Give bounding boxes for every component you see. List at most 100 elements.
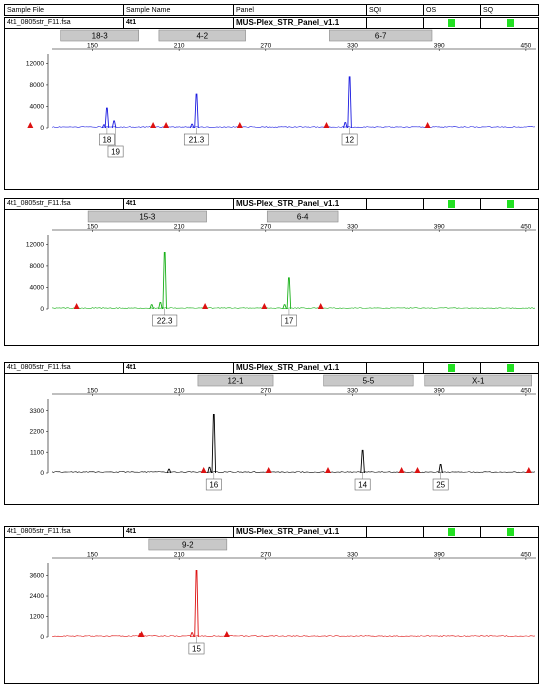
signal-peak <box>211 413 217 474</box>
sample-file-value[interactable]: 4t1_0805str_F11.fsa <box>5 363 124 373</box>
sample-name-header[interactable]: Sample Name <box>124 5 234 16</box>
sq-quality-flag <box>507 528 514 536</box>
size-standard-marker <box>317 303 324 309</box>
size-standard-marker <box>424 122 431 128</box>
allele-call-label: 19 <box>111 147 120 156</box>
size-standard-marker <box>138 631 145 637</box>
x-tick-label: 210 <box>174 224 185 231</box>
signal-peak <box>158 302 163 310</box>
os-quality-flag <box>448 364 455 372</box>
sample-name-value[interactable]: 4t1 <box>124 527 234 537</box>
sample-info-row: 4t1_0805str_F11.fsa 4t1 MUS-Plex_STR_Panel… <box>5 527 538 538</box>
allele-bin[interactable] <box>60 29 139 42</box>
sample-file-header[interactable]: Sample File <box>5 5 124 16</box>
size-standard-marker <box>236 122 243 128</box>
sample-info-row: 4t1_0805str_F11.fsa 4t1 MUS-Plex_STR_Panel… <box>5 18 538 29</box>
panel-value[interactable]: MUS-Plex_STR_Panel_v1.1 <box>234 18 367 28</box>
allele-bin[interactable] <box>266 210 339 223</box>
bin-label: 9-2 <box>182 541 194 550</box>
x-tick-label: 270 <box>260 552 271 559</box>
allele-call-box[interactable] <box>107 145 124 158</box>
size-standard-marker <box>261 303 268 309</box>
electropherogram-panel: 4t1_0805str_F11.fsa 4t1 MUS-Plex_STR_Panel… <box>4 17 539 190</box>
y-tick-label: 8000 <box>30 82 45 89</box>
electropherogram-plot: 12-1 5-5 X-1 150 210 270 330 390 450 0 1100 2200 330… <box>30 374 536 491</box>
bin-label: 4-2 <box>196 32 208 41</box>
panel-value[interactable]: MUS-Plex_STR_Panel_v1.1 <box>234 527 367 537</box>
sample-name-value[interactable]: 4t1 <box>124 18 234 28</box>
x-tick-label: 450 <box>520 224 531 231</box>
allele-call-label: 18 <box>102 135 111 144</box>
sqi-cell <box>367 18 424 28</box>
allele-call-label: 16 <box>209 480 218 489</box>
sample-name-value[interactable]: 4t1 <box>124 363 234 373</box>
bin-label: 18-3 <box>92 32 109 41</box>
panel-value[interactable]: MUS-Plex_STR_Panel_v1.1 <box>234 363 367 373</box>
size-standard-marker <box>163 122 170 128</box>
x-tick-label: 390 <box>434 224 445 231</box>
allele-call-box[interactable] <box>152 314 178 327</box>
bin-label: 5-5 <box>363 377 375 386</box>
x-tick-label: 150 <box>87 388 98 395</box>
panel-value[interactable]: MUS-Plex_STR_Panel_v1.1 <box>234 199 367 209</box>
size-standard-marker <box>27 122 34 128</box>
signal-peak <box>111 120 117 129</box>
x-tick-label: 150 <box>87 552 98 559</box>
allele-call-label: 17 <box>284 316 293 325</box>
signal-peak <box>282 304 287 310</box>
signal-peak <box>162 252 167 310</box>
baseline-trace <box>51 471 536 473</box>
sq-cell <box>481 363 538 373</box>
panel-header[interactable]: Panel <box>234 5 367 16</box>
y-tick-label: 2200 <box>30 429 45 436</box>
os-header[interactable]: OS <box>424 5 481 16</box>
allele-bin[interactable] <box>158 29 246 42</box>
allele-bin[interactable] <box>148 538 228 551</box>
electropherogram-plot: 15-3 6-4 150 210 270 330 390 450 0 4000 8000 12000 2… <box>26 210 536 327</box>
y-tick-label: 3600 <box>30 573 45 580</box>
allele-call-box[interactable] <box>354 478 371 491</box>
signal-peak <box>166 468 172 474</box>
signal-peak <box>343 122 348 129</box>
allele-call-label: 14 <box>358 480 367 489</box>
x-tick-label: 150 <box>87 224 98 231</box>
x-tick-label: 270 <box>260 388 271 395</box>
y-tick-label: 12000 <box>26 61 44 68</box>
y-tick-label: 1100 <box>30 449 44 456</box>
sq-header[interactable]: SQ <box>483 7 494 14</box>
sq-quality-flag <box>507 364 514 372</box>
allele-bin[interactable] <box>197 374 274 387</box>
allele-call-box[interactable] <box>341 133 358 146</box>
sqi-header[interactable]: SQI <box>367 5 424 16</box>
allele-bin[interactable] <box>323 374 414 387</box>
size-standard-marker <box>323 122 330 128</box>
size-standard-marker <box>200 467 207 473</box>
allele-bin[interactable] <box>87 210 207 223</box>
x-tick-label: 210 <box>174 388 185 395</box>
y-tick-label: 2400 <box>30 593 45 600</box>
allele-call-box[interactable] <box>432 478 449 491</box>
sample-file-value[interactable]: 4t1_0805str_F11.fsa <box>5 18 124 28</box>
signal-peak <box>194 93 199 129</box>
sample-name-value[interactable]: 4t1 <box>124 199 234 209</box>
bin-label: X-1 <box>472 377 485 386</box>
y-tick-label: 0 <box>40 634 44 641</box>
allele-call-box[interactable] <box>99 133 115 146</box>
signal-peak <box>104 107 110 129</box>
x-tick-label: 330 <box>347 552 358 559</box>
allele-call-box[interactable] <box>183 133 209 146</box>
bin-label: 6-7 <box>375 32 387 41</box>
x-tick-label: 450 <box>520 552 531 559</box>
sample-file-value[interactable]: 4t1_0805str_F11.fsa <box>5 199 124 209</box>
x-tick-label: 270 <box>260 43 271 50</box>
os-cell <box>424 527 481 537</box>
allele-call-box[interactable] <box>281 314 297 327</box>
sample-file-value[interactable]: 4t1_0805str_F11.fsa <box>5 527 124 537</box>
signal-peak <box>347 76 352 129</box>
allele-call-box[interactable] <box>205 478 222 491</box>
electropherogram-panel: 4t1_0805str_F11.fsa 4t1 MUS-Plex_STR_Panel… <box>4 526 539 684</box>
os-cell <box>424 199 481 209</box>
allele-bin[interactable] <box>424 374 532 387</box>
allele-bin[interactable] <box>329 29 433 42</box>
allele-call-box[interactable] <box>188 642 205 655</box>
